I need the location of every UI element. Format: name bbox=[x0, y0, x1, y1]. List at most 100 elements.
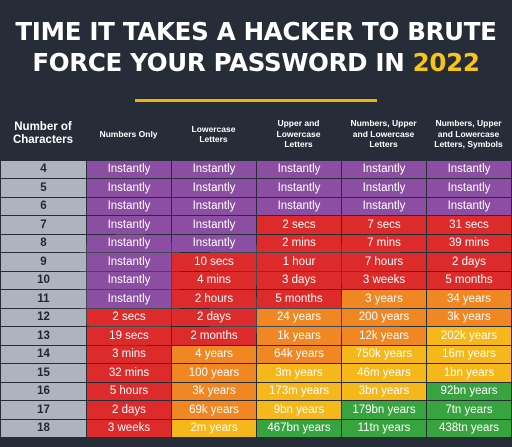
time-cell: 1 hour bbox=[257, 253, 341, 271]
time-cell: Instantly bbox=[257, 197, 341, 215]
table-row: 18 3 weeks 2m years 467bn years 11tn years 43… bbox=[0, 419, 512, 438]
header-col3-line3: Letters bbox=[284, 139, 313, 150]
character-count-cell: 10 bbox=[1, 271, 86, 289]
header-col4-line1: Numbers, Upper bbox=[350, 118, 417, 129]
time-cell: Instantly bbox=[427, 160, 511, 178]
time-cell: 1k years bbox=[257, 327, 341, 345]
table-row: 15 32 mins 100 years 3m years 46m years 1bn y… bbox=[0, 364, 512, 383]
character-count-cell: 7 bbox=[1, 216, 86, 234]
time-cell: Instantly bbox=[172, 234, 256, 252]
time-cell: 19 secs bbox=[87, 327, 171, 345]
time-cell: Instantly bbox=[342, 197, 426, 215]
character-count-cell: 18 bbox=[1, 419, 86, 437]
table-row: 12 2 secs 2 days 24 years 200 years 3k years bbox=[0, 308, 512, 327]
time-cell: 2 months bbox=[172, 327, 256, 345]
character-count-cell: 15 bbox=[1, 364, 86, 382]
time-cell: 200 years bbox=[342, 308, 426, 326]
header-col1-line1: Numbers Only bbox=[99, 128, 158, 139]
character-count-cell: 11 bbox=[1, 290, 86, 308]
table-row: 4 Instantly Instantly Instantly Instantly Ins… bbox=[0, 160, 512, 179]
time-cell: 438tn years bbox=[427, 419, 511, 437]
table-row: 7 Instantly Instantly 2 secs 7 secs 31 secs bbox=[0, 216, 512, 235]
header-col4-line2: and Lowercase bbox=[352, 128, 415, 139]
time-cell: 173m years bbox=[257, 382, 341, 400]
time-cell: 2 days bbox=[427, 253, 511, 271]
title-underline bbox=[135, 99, 377, 102]
character-count-cell: 4 bbox=[1, 160, 86, 178]
table-row: 14 3 mins 4 years 64k years 750k years 16m ye… bbox=[0, 345, 512, 364]
time-cell: 46m years bbox=[342, 364, 426, 382]
character-count-cell: 13 bbox=[1, 327, 86, 345]
time-cell: Instantly bbox=[87, 234, 171, 252]
table-row: 5 Instantly Instantly Instantly Instantly Ins… bbox=[0, 179, 512, 198]
title-year: 2022 bbox=[412, 48, 480, 77]
character-count-cell: 12 bbox=[1, 308, 86, 326]
header-col5-line3: Letters, Symbols bbox=[434, 139, 503, 150]
time-cell: Instantly bbox=[342, 179, 426, 197]
time-cell: 5 hours bbox=[87, 382, 171, 400]
time-cell: 4 years bbox=[172, 345, 256, 363]
title-line-2-prefix: FORCE YOUR PASSWORD IN bbox=[32, 48, 413, 77]
time-cell: 7 secs bbox=[342, 216, 426, 234]
time-cell: 3m years bbox=[257, 364, 341, 382]
header-lowercase-letters: Lowercase Letters bbox=[171, 108, 256, 160]
time-cell: 64k years bbox=[257, 345, 341, 363]
table-row: 8 Instantly Instantly 2 mins 7 mins 39 mins bbox=[0, 234, 512, 253]
time-cell: 2 mins bbox=[257, 234, 341, 252]
table-row: 6 Instantly Instantly Instantly Instantly Ins… bbox=[0, 197, 512, 216]
time-cell: 11tn years bbox=[342, 419, 426, 437]
header-col2-line2: Letters bbox=[199, 134, 228, 144]
time-cell: 3bn years bbox=[342, 382, 426, 400]
time-cell: 3 weeks bbox=[342, 271, 426, 289]
time-cell: 2m years bbox=[172, 419, 256, 437]
time-cell: 3 weeks bbox=[87, 419, 171, 437]
header-first-line-2: Characters bbox=[12, 134, 74, 146]
table-row: 11 Instantly 2 hours 5 months 3 years 34 year… bbox=[0, 290, 512, 309]
time-cell: Instantly bbox=[172, 160, 256, 178]
time-cell: Instantly bbox=[427, 179, 511, 197]
time-cell: 2 days bbox=[172, 308, 256, 326]
time-cell: 179bn years bbox=[342, 401, 426, 419]
time-cell: 2 hours bbox=[172, 290, 256, 308]
time-cell: 2 days bbox=[87, 401, 171, 419]
time-cell: Instantly bbox=[87, 179, 171, 197]
time-cell: 31 secs bbox=[427, 216, 511, 234]
header-col3-line1: Upper and bbox=[277, 118, 320, 129]
table-row: 10 Instantly 4 mins 3 days 3 weeks 5 months bbox=[0, 271, 512, 290]
time-cell: 3 days bbox=[257, 271, 341, 289]
time-cell: 1bn years bbox=[427, 364, 511, 382]
header-col5-line1: Numbers, Upper bbox=[435, 118, 502, 129]
header-numbers-upper-lower: Numbers, Upper and Lowercase Letters bbox=[341, 108, 426, 160]
time-cell: Instantly bbox=[257, 160, 341, 178]
time-cell: 3 mins bbox=[87, 345, 171, 363]
time-cell: 2 secs bbox=[257, 216, 341, 234]
header-number-of-characters: Number of Characters bbox=[0, 108, 86, 160]
header-col2-line1: Lowercase bbox=[191, 123, 236, 134]
character-count-cell: 8 bbox=[1, 234, 86, 252]
time-cell: 2 secs bbox=[87, 308, 171, 326]
time-cell: 4 mins bbox=[172, 271, 256, 289]
header-numbers-only: Numbers Only bbox=[86, 108, 171, 160]
time-cell: Instantly bbox=[342, 160, 426, 178]
time-cell: Instantly bbox=[427, 197, 511, 215]
character-count-cell: 5 bbox=[1, 179, 86, 197]
time-cell: 467bn years bbox=[257, 419, 341, 437]
time-cell: Instantly bbox=[87, 216, 171, 234]
time-cell: 16m years bbox=[427, 345, 511, 363]
time-cell: Instantly bbox=[172, 197, 256, 215]
time-cell: 7tn years bbox=[427, 401, 511, 419]
time-cell: 69k years bbox=[172, 401, 256, 419]
header-upper-lowercase: Upper and Lowercase Letters bbox=[256, 108, 341, 160]
time-cell: 9bn years bbox=[257, 401, 341, 419]
brute-force-table: 4 Instantly Instantly Instantly Instantly Ins… bbox=[0, 160, 512, 438]
time-cell: 7 hours bbox=[342, 253, 426, 271]
time-cell: 750k years bbox=[342, 345, 426, 363]
table-row: 9 Instantly 10 secs 1 hour 7 hours 2 days bbox=[0, 253, 512, 272]
character-count-cell: 17 bbox=[1, 401, 86, 419]
time-cell: Instantly bbox=[87, 290, 171, 308]
time-cell: 202k years bbox=[427, 327, 511, 345]
table-header-row: Number of Characters Numbers Only Lowerca… bbox=[0, 108, 512, 160]
time-cell: Instantly bbox=[257, 179, 341, 197]
time-cell: 39 mins bbox=[427, 234, 511, 252]
time-cell: 3k years bbox=[172, 382, 256, 400]
